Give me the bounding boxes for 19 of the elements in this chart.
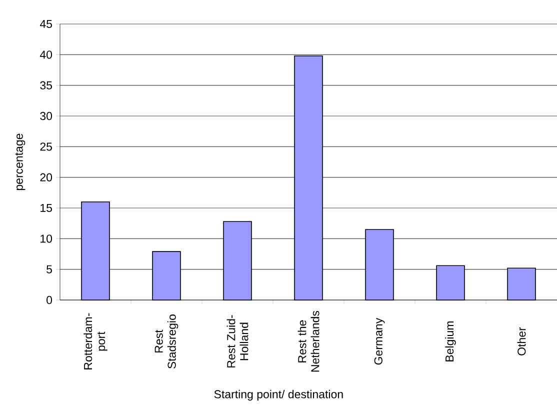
y-tick-label: 25 (40, 142, 52, 151)
x-tick-label: Other (517, 327, 526, 356)
y-tick-label: 5 (46, 265, 52, 274)
x-tick-label: Belgium (445, 322, 456, 362)
x-tick-label: Rest Stadsregio (154, 314, 178, 368)
y-tick-label: 35 (40, 81, 52, 90)
y-tick-label: 45 (40, 20, 52, 28)
y-tick-label: 30 (40, 112, 52, 120)
x-tick-label: Germany (374, 318, 385, 365)
y-tick-label: 15 (40, 204, 52, 212)
y-tick-label: 10 (40, 234, 52, 243)
x-tick-label: Rest Zuid-Holland (226, 315, 248, 368)
y-axis-title: percentage (15, 134, 26, 190)
y-tick-label: 20 (40, 173, 52, 182)
x-tick-label: Rest the Netherlands (298, 310, 320, 372)
x-axis-title: Starting point/ destination (214, 390, 343, 401)
y-tick-label: 40 (40, 50, 52, 59)
y-tick-label: 0 (46, 296, 52, 304)
x-tick-label: Rotterdam-port (84, 313, 108, 370)
